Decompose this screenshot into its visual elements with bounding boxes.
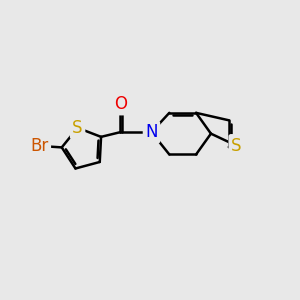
- Text: Br: Br: [30, 137, 49, 155]
- Text: N: N: [145, 123, 158, 141]
- Text: O: O: [114, 95, 127, 113]
- Text: S: S: [231, 136, 242, 154]
- Text: S: S: [72, 119, 83, 137]
